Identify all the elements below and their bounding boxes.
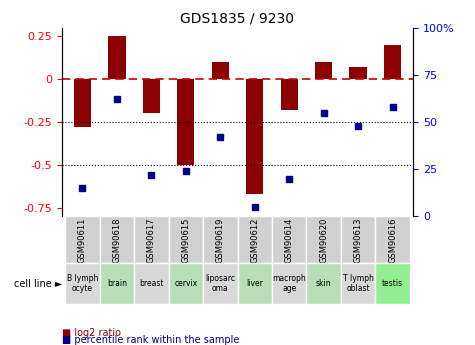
- Title: GDS1835 / 9230: GDS1835 / 9230: [180, 11, 294, 25]
- FancyBboxPatch shape: [203, 216, 238, 264]
- Text: GSM90619: GSM90619: [216, 217, 225, 263]
- FancyBboxPatch shape: [272, 216, 306, 264]
- Bar: [74, 79, 91, 127]
- Bar: [315, 62, 332, 79]
- Text: T lymph
oblast: T lymph oblast: [342, 274, 373, 293]
- Text: GSM90612: GSM90612: [250, 217, 259, 263]
- FancyBboxPatch shape: [169, 264, 203, 304]
- FancyBboxPatch shape: [238, 264, 272, 304]
- Text: breast: breast: [139, 279, 163, 288]
- FancyBboxPatch shape: [306, 216, 341, 264]
- Text: brain: brain: [107, 279, 127, 288]
- Bar: [212, 62, 229, 79]
- Bar: [142, 79, 160, 114]
- Text: GSM90617: GSM90617: [147, 217, 156, 263]
- FancyBboxPatch shape: [134, 264, 169, 304]
- Text: GSM90620: GSM90620: [319, 217, 328, 263]
- Text: ■ log2 ratio: ■ log2 ratio: [62, 328, 121, 338]
- Bar: [281, 79, 298, 110]
- Bar: [350, 67, 367, 79]
- Text: testis: testis: [382, 279, 403, 288]
- Text: GSM90616: GSM90616: [388, 217, 397, 263]
- Text: skin: skin: [316, 279, 332, 288]
- Bar: [177, 79, 194, 165]
- Text: liposarc
oma: liposarc oma: [205, 274, 235, 293]
- Bar: [384, 45, 401, 79]
- FancyBboxPatch shape: [65, 216, 100, 264]
- Bar: [108, 36, 125, 79]
- FancyBboxPatch shape: [134, 216, 169, 264]
- FancyBboxPatch shape: [375, 264, 410, 304]
- Text: GSM90618: GSM90618: [113, 217, 122, 263]
- FancyBboxPatch shape: [341, 264, 375, 304]
- FancyBboxPatch shape: [341, 216, 375, 264]
- Bar: [246, 79, 263, 194]
- FancyBboxPatch shape: [100, 264, 134, 304]
- FancyBboxPatch shape: [272, 264, 306, 304]
- FancyBboxPatch shape: [169, 216, 203, 264]
- FancyBboxPatch shape: [238, 216, 272, 264]
- FancyBboxPatch shape: [375, 216, 410, 264]
- Text: GSM90611: GSM90611: [78, 217, 87, 263]
- Text: macroph
age: macroph age: [272, 274, 306, 293]
- Text: cell line ►: cell line ►: [14, 278, 62, 288]
- FancyBboxPatch shape: [100, 216, 134, 264]
- Text: GSM90615: GSM90615: [181, 217, 190, 263]
- FancyBboxPatch shape: [306, 264, 341, 304]
- Text: GSM90613: GSM90613: [353, 217, 362, 263]
- Text: cervix: cervix: [174, 279, 198, 288]
- Text: B lymph
ocyte: B lymph ocyte: [67, 274, 98, 293]
- FancyBboxPatch shape: [203, 264, 238, 304]
- Text: ■ percentile rank within the sample: ■ percentile rank within the sample: [62, 335, 239, 345]
- FancyBboxPatch shape: [65, 264, 100, 304]
- Text: liver: liver: [247, 279, 263, 288]
- Text: GSM90614: GSM90614: [285, 217, 294, 263]
